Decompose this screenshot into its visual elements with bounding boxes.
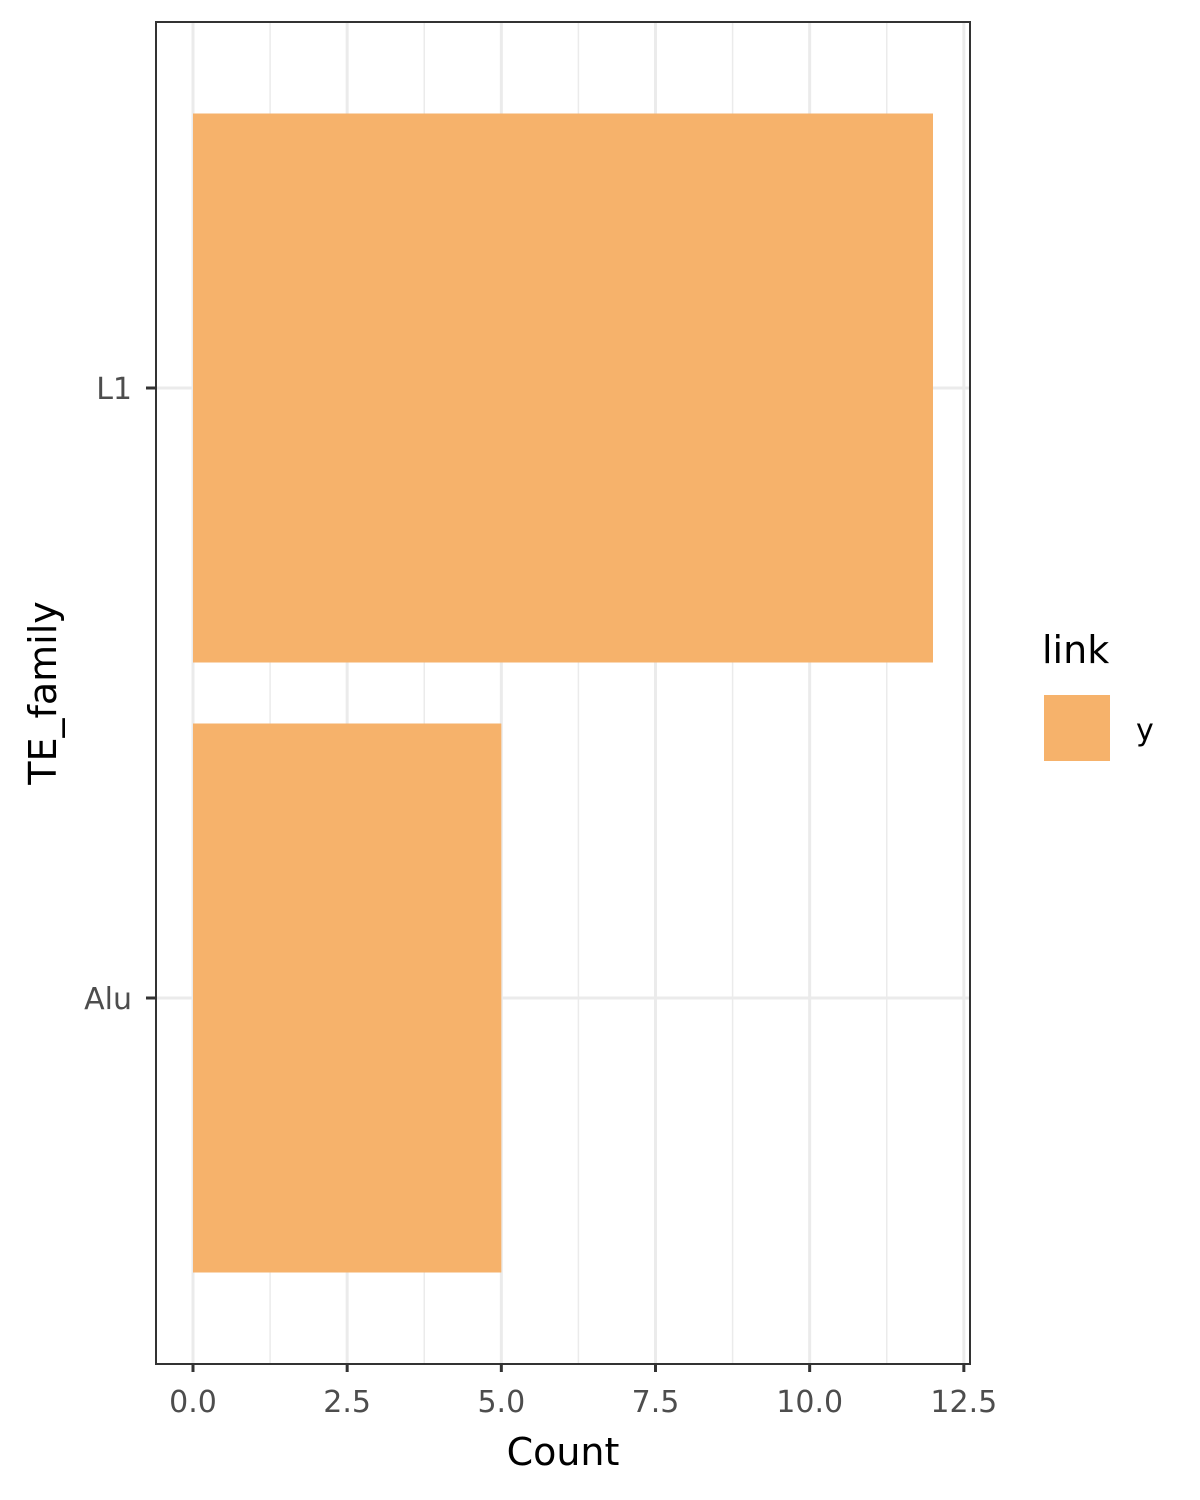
y-tick-label-l1: L1 — [96, 372, 132, 407]
bar-l1 — [193, 113, 933, 663]
x-tick-label: 0.0 — [169, 1385, 217, 1420]
legend-label-y: y — [1136, 713, 1154, 748]
legend-key-y — [1044, 695, 1110, 761]
legend-title: link — [1042, 628, 1109, 672]
y-axis: Alu L1 — [84, 372, 156, 1017]
x-tick-label: 12.5 — [930, 1385, 997, 1420]
x-tick-label: 10.0 — [776, 1385, 843, 1420]
bar-alu — [193, 723, 502, 1273]
x-axis: 0.0 2.5 5.0 7.5 10.0 12.5 — [169, 1364, 997, 1420]
y-tick-label-alu: Alu — [84, 982, 132, 1017]
x-tick-label: 2.5 — [323, 1385, 371, 1420]
legend: link y — [1042, 628, 1154, 761]
bars — [193, 113, 933, 1273]
y-axis-title: TE_family — [21, 601, 65, 786]
x-tick-label: 7.5 — [632, 1385, 680, 1420]
panel-border — [155, 21, 971, 1365]
x-axis-title: Count — [507, 1430, 620, 1474]
x-tick-label: 5.0 — [477, 1385, 525, 1420]
